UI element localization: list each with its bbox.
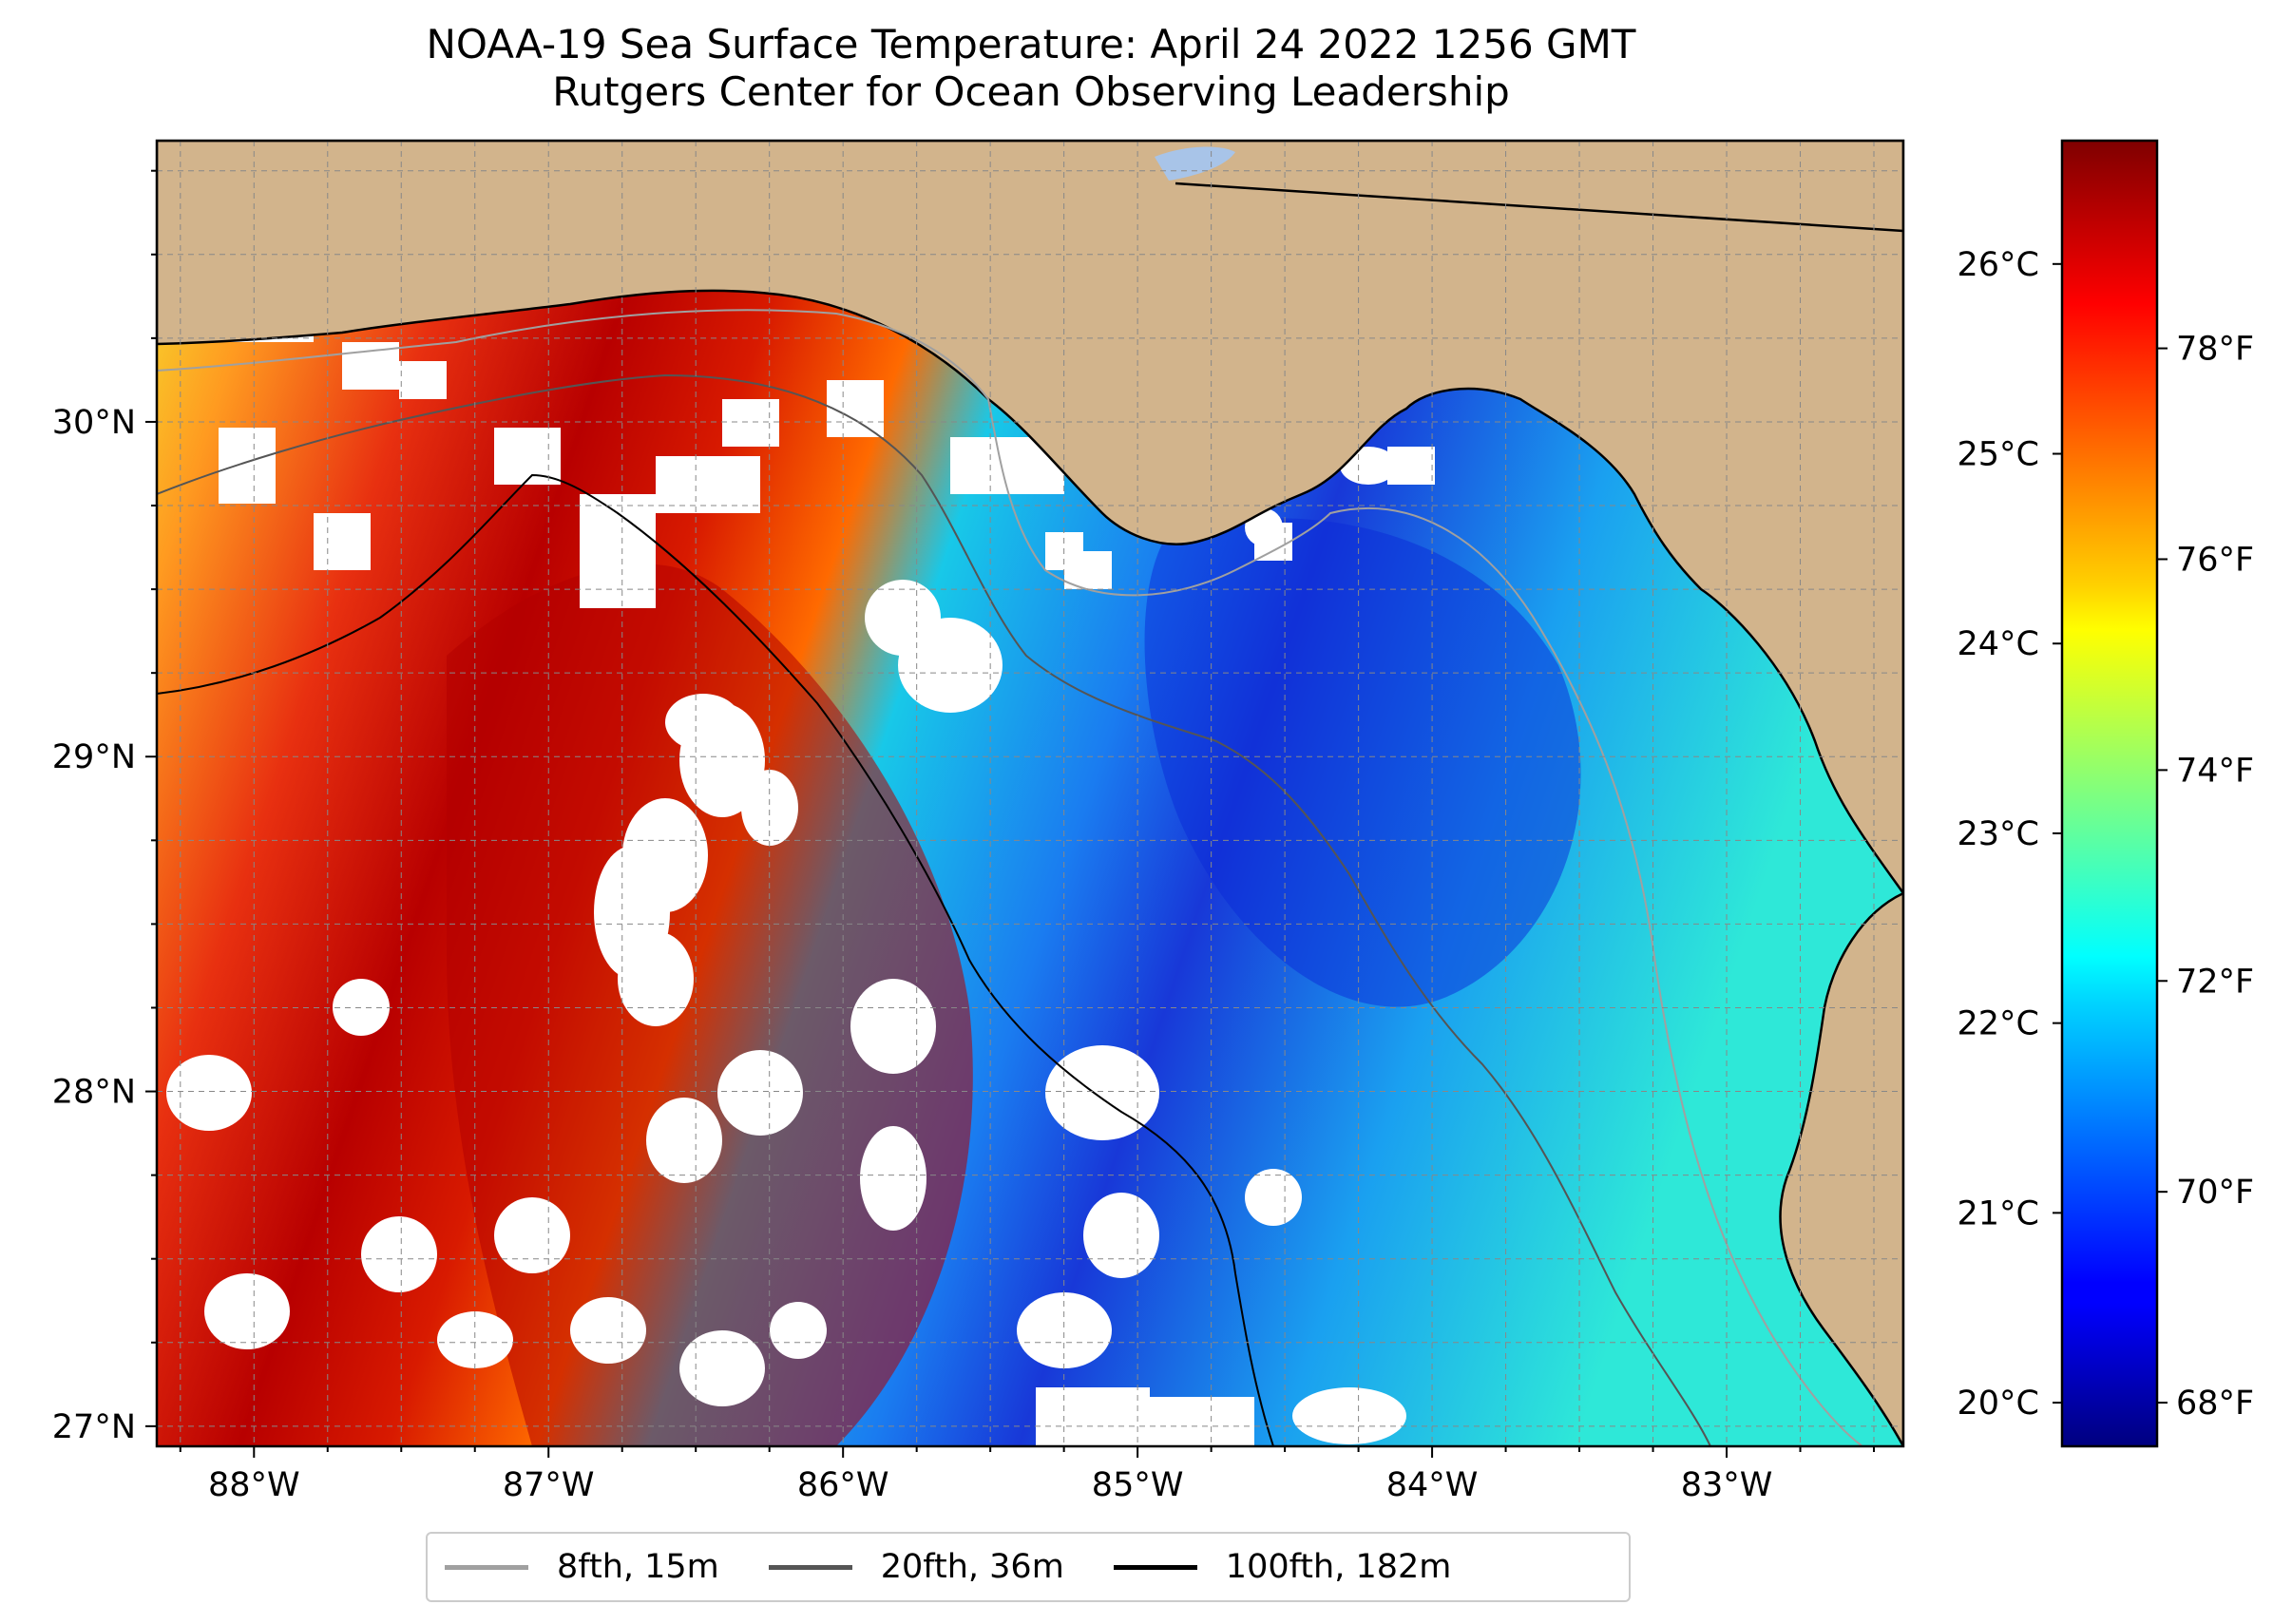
lat-tick-label: 29°N [52,738,136,776]
legend-entry: 100fth, 182m [1113,1548,1452,1586]
contour-8fth [157,309,1863,1446]
land-southeast-coast [1779,891,1903,1446]
lake [1155,146,1235,181]
colorbar-ticks: 26°C 25°C 24°C 23°C 22°C 21°C 20°C 78°F 76°F 74°F… [1958,246,2255,1423]
lon-tick-label: 87°W [503,1466,595,1504]
plot-frame [155,139,1905,1448]
celsius-tick-label: 22°C [1958,1005,2039,1043]
celsius-tick-label: 21°C [1958,1194,2039,1232]
title-line-1: NOAA-19 Sea Surface Temperature: April 2… [426,21,1636,67]
fahrenheit-tick-label: 72°F [2176,963,2254,1001]
lon-tick-label: 84°W [1386,1466,1479,1504]
legend-label: 100fth, 182m [1225,1548,1452,1586]
warm-current-core [447,564,973,1446]
lon-tick-label: 86°W [797,1466,889,1504]
legend-label: 20fth, 36m [880,1548,1064,1586]
legend-entry: 8fth, 15m [445,1548,719,1586]
legend-line-swatch [445,1564,528,1570]
lon-tick-label: 83°W [1681,1466,1773,1504]
fahrenheit-tick-label: 70°F [2176,1174,2254,1212]
map-axes: 30°N 29°N 28°N 27°N 88°W 87°W 86°W 85°W 84°W 83°W [52,169,1876,1504]
fahrenheit-tick-label: 78°F [2176,331,2254,369]
map-area [157,141,1903,1446]
legend-line-swatch [768,1564,852,1570]
lon-tick-label: 88°W [208,1466,300,1504]
fahrenheit-tick-label: 74°F [2176,752,2254,790]
legend-label: 8fth, 15m [557,1548,719,1586]
celsius-tick-label: 26°C [1958,246,2039,284]
title-line-2: Rutgers Center for Ocean Observing Leade… [552,68,1510,115]
celsius-tick-label: 23°C [1958,815,2039,853]
lat-tick-label: 28°N [52,1074,136,1112]
contour-20fth [157,373,1711,1446]
colorbar [2060,139,2159,1448]
lon-tick-label: 85°W [1092,1466,1184,1504]
lat-tick-label: 30°N [52,404,136,442]
fahrenheit-tick-label: 68°F [2176,1385,2254,1423]
gridlines [157,141,1903,1446]
chart-title: NOAA-19 Sea Surface Temperature: April 2… [157,21,1905,116]
land-north-coast [157,141,1903,896]
celsius-tick-label: 24°C [1958,625,2039,663]
celsius-tick-label: 20°C [1958,1385,2039,1423]
lat-tick-label: 27°N [52,1408,136,1446]
cool-water-pool [1144,518,1581,1007]
celsius-tick-label: 25°C [1958,436,2039,474]
contour-legend: 8fth, 15m 20fth, 36m 100fth, 182m [426,1532,1631,1602]
legend-line-swatch [1113,1564,1197,1570]
state-border [1175,182,1903,233]
legend-entry: 20fth, 36m [768,1548,1064,1586]
fahrenheit-tick-label: 76°F [2176,541,2254,579]
contour-100fth [157,473,1274,1446]
